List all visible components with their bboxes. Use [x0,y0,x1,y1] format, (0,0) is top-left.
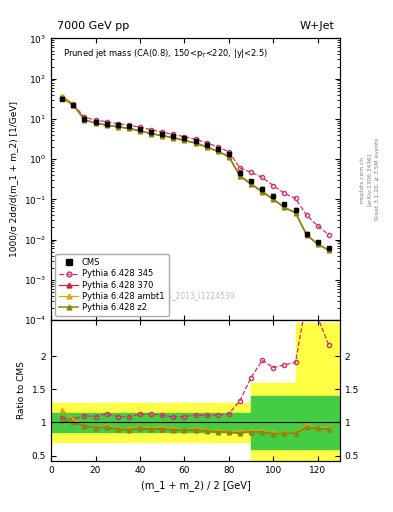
Text: 7000 GeV pp: 7000 GeV pp [57,22,129,31]
X-axis label: (m_1 + m_2) / 2 [GeV]: (m_1 + m_2) / 2 [GeV] [141,480,250,491]
Legend: CMS, Pythia 6.428 345, Pythia 6.428 370, Pythia 6.428 ambt1, Pythia 6.428 z2: CMS, Pythia 6.428 345, Pythia 6.428 370,… [55,254,169,316]
Text: W+Jet: W+Jet [299,22,334,31]
Text: [arXiv:1306.3436]: [arXiv:1306.3436] [367,153,372,206]
Y-axis label: 1000/σ 2dσ/d(m_1 + m_2) [1/GeV]: 1000/σ 2dσ/d(m_1 + m_2) [1/GeV] [9,101,18,257]
Text: mcplots.cern.ch: mcplots.cern.ch [359,156,364,203]
Text: CMS_2013_I1224539: CMS_2013_I1224539 [156,291,235,300]
Text: Rivet 3.1.10, ≥ 3.5M events: Rivet 3.1.10, ≥ 3.5M events [375,138,380,221]
Y-axis label: Ratio to CMS: Ratio to CMS [17,361,26,419]
Text: Pruned jet mass (CA(0.8), 150<p$_T$<220, |y|<2.5): Pruned jet mass (CA(0.8), 150<p$_T$<220,… [62,47,268,60]
